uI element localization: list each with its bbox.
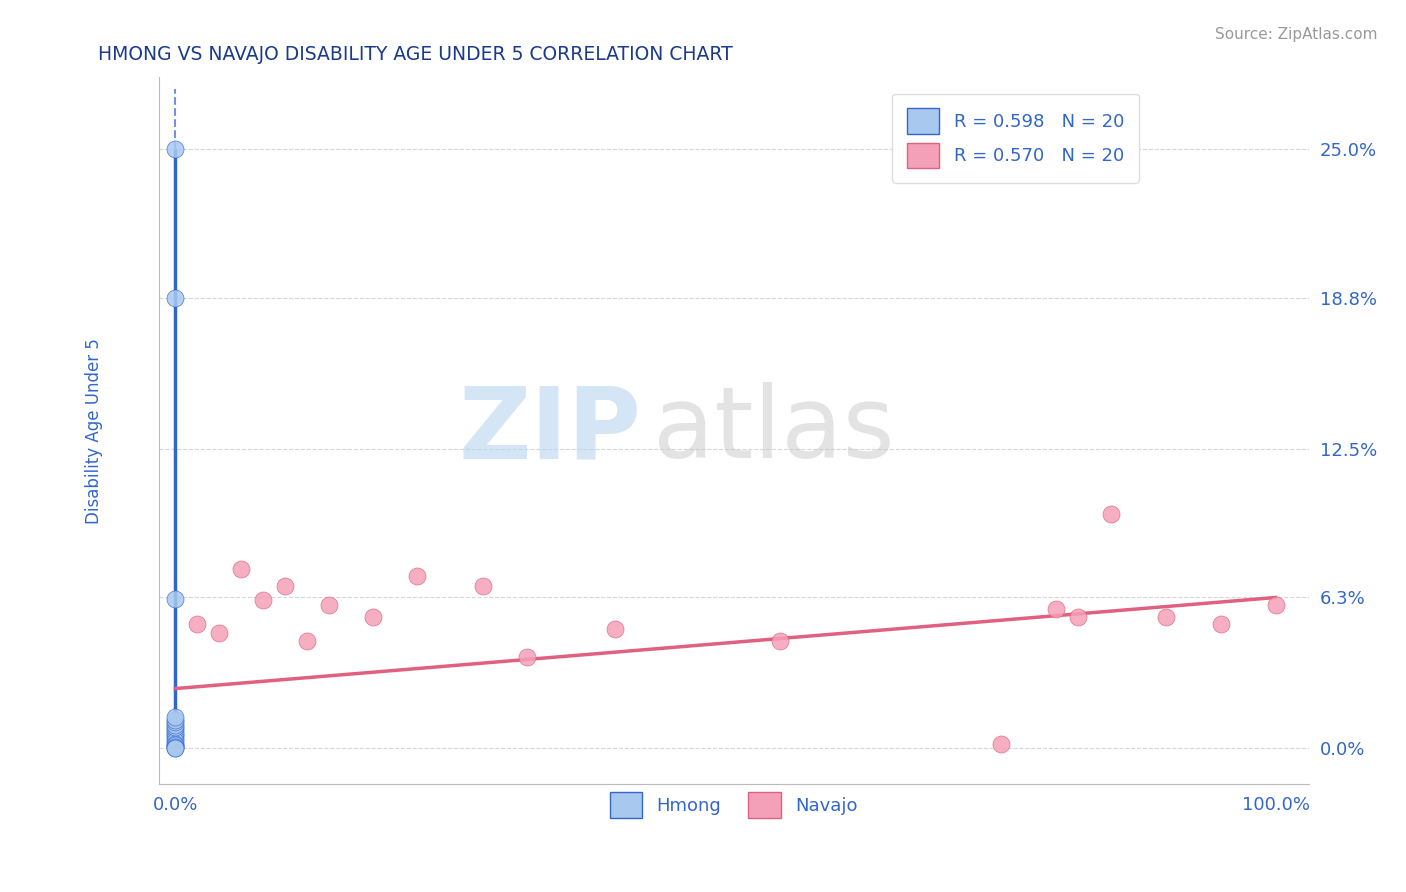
Point	[165, 741, 187, 756]
Point	[165, 713, 187, 727]
Point	[165, 723, 187, 737]
Point	[605, 622, 627, 636]
Point	[165, 724, 187, 739]
Legend: Hmong, Navajo: Hmong, Navajo	[602, 785, 865, 825]
Point	[297, 633, 319, 648]
Point	[363, 609, 385, 624]
Point	[274, 578, 297, 592]
Point	[165, 731, 187, 746]
Point	[516, 650, 538, 665]
Point	[231, 562, 253, 576]
Point	[318, 598, 340, 612]
Point	[208, 626, 231, 640]
Point	[1209, 616, 1232, 631]
Point	[165, 291, 187, 305]
Point	[165, 710, 187, 724]
Point	[472, 578, 495, 592]
Point	[165, 730, 187, 744]
Y-axis label: Disability Age Under 5: Disability Age Under 5	[86, 338, 103, 524]
Point	[165, 741, 187, 756]
Point	[165, 591, 187, 606]
Point	[1045, 602, 1067, 616]
Text: atlas: atlas	[654, 383, 894, 479]
Point	[1099, 507, 1122, 521]
Point	[165, 740, 187, 755]
Point	[1066, 609, 1088, 624]
Point	[165, 734, 187, 748]
Point	[165, 738, 187, 752]
Text: ZIP: ZIP	[458, 383, 641, 479]
Point	[165, 727, 187, 741]
Point	[186, 616, 208, 631]
Text: HMONG VS NAVAJO DISABILITY AGE UNDER 5 CORRELATION CHART: HMONG VS NAVAJO DISABILITY AGE UNDER 5 C…	[98, 45, 733, 63]
Point	[990, 737, 1012, 751]
Point	[165, 720, 187, 734]
Point	[1154, 609, 1177, 624]
Point	[406, 569, 429, 583]
Point	[165, 737, 187, 751]
Point	[1264, 598, 1286, 612]
Point	[165, 142, 187, 156]
Point	[165, 717, 187, 731]
Point	[769, 633, 792, 648]
Point	[165, 715, 187, 730]
Point	[252, 593, 274, 607]
Text: Source: ZipAtlas.com: Source: ZipAtlas.com	[1215, 27, 1378, 42]
Point	[165, 739, 187, 753]
